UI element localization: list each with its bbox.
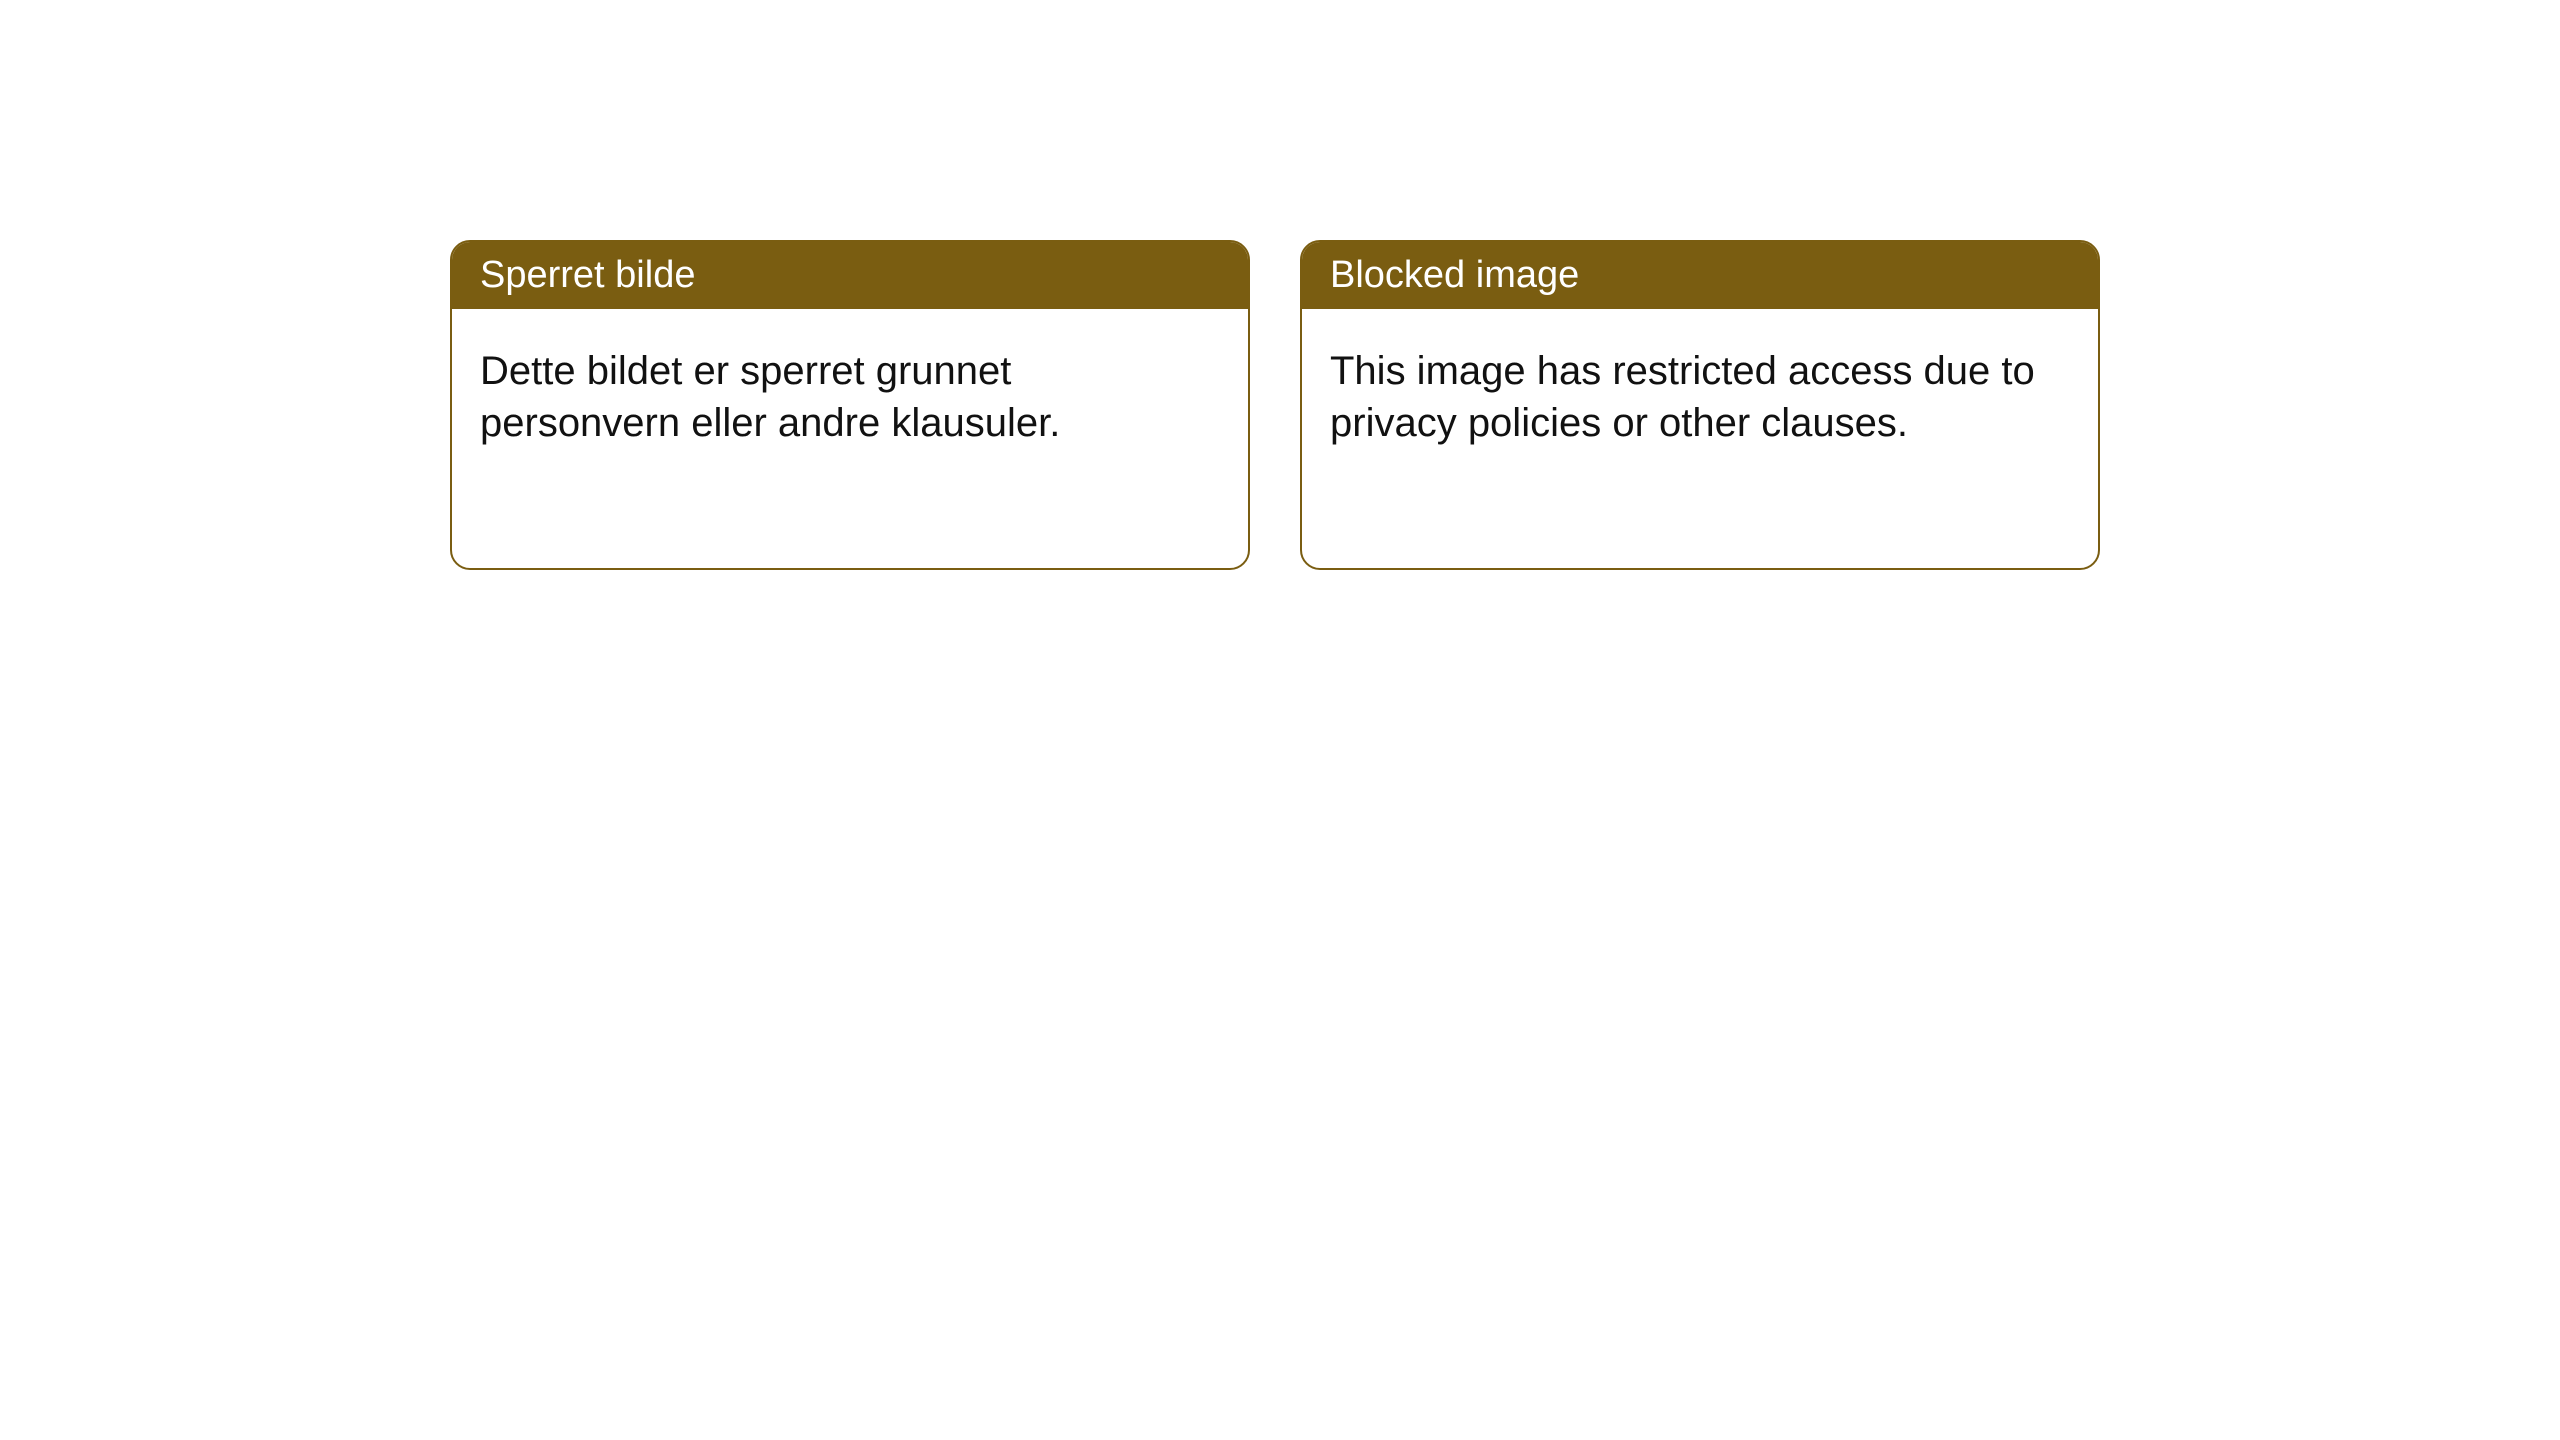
notice-card-norwegian: Sperret bilde Dette bildet er sperret gr… — [450, 240, 1250, 570]
notice-body: This image has restricted access due to … — [1302, 309, 2098, 485]
notice-header: Blocked image — [1302, 242, 2098, 309]
notice-body: Dette bildet er sperret grunnet personve… — [452, 309, 1248, 485]
notice-title: Sperret bilde — [480, 254, 695, 296]
notice-header: Sperret bilde — [452, 242, 1248, 309]
notice-text: Dette bildet er sperret grunnet personve… — [480, 349, 1060, 445]
notice-title: Blocked image — [1330, 254, 1579, 296]
notice-card-english: Blocked image This image has restricted … — [1300, 240, 2100, 570]
notice-container: Sperret bilde Dette bildet er sperret gr… — [0, 0, 2560, 570]
notice-text: This image has restricted access due to … — [1330, 349, 2035, 445]
